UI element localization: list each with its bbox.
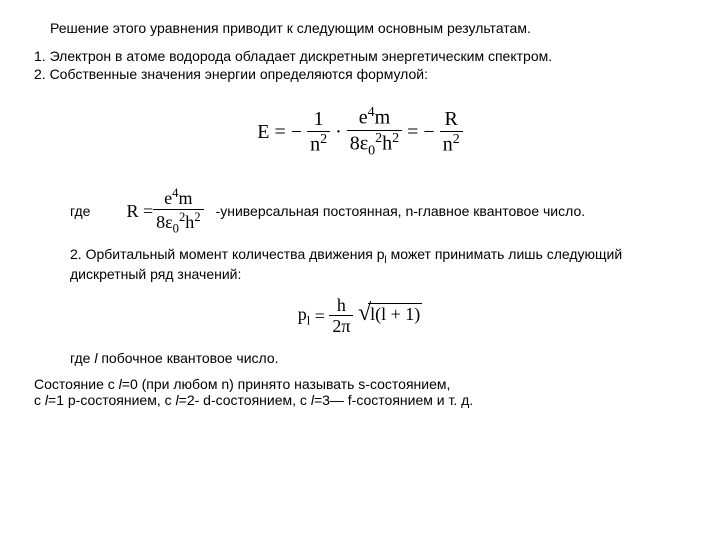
num-h: h [329,296,353,317]
where-l: где l побочное квантовое число. [70,350,690,366]
where2-t2: побочное квантовое число. [97,350,278,366]
R-desc: -универсальная постоянная, n-главное ква… [216,203,586,219]
momentum-formula: pl = h 2π √l(l + 1) [30,296,690,337]
orb-t1: 2. Орбитальный момент количества движени… [70,246,385,262]
eq-1: = − [275,121,308,143]
frac-h-2pi: h 2π [329,296,353,337]
sqrt-sym: √ [358,300,371,326]
den-2pi: 2π [329,316,353,336]
states-paragraph: Состояние с l=0 (при любом n) принято на… [34,376,690,408]
eq-2: = − [407,121,440,143]
sqrt-ll1: √l(l + 1) [358,302,422,329]
document-page: Решение этого уравнения приводит к следу… [0,0,720,418]
eq-3: = [315,305,330,325]
den-R-def: 8ε02h2 [153,210,203,236]
frac-1-over-n2: 1 n2 [307,109,330,156]
point-1: 1. Электрон в атоме водорода обладает ди… [34,48,690,64]
num-R: R [440,109,463,132]
frac-R-over-n2: R n2 [440,109,463,156]
dot-sep: · [335,121,347,143]
num-e4m: e4m [347,106,402,131]
intro-text: Решение этого уравнения приводит к следу… [50,20,690,36]
sym-p: pl [298,304,311,324]
energy-formula: E = − 1 n2 · e4m 8ε02h2 = − R n2 [30,106,690,159]
num-1: 1 [307,109,330,132]
sym-E: E [257,121,269,143]
den-8e0h2: 8ε02h2 [347,131,402,159]
where-label: где [70,203,90,219]
den-n2a: n2 [307,132,330,156]
where2-t1: где [70,350,94,366]
orbital-paragraph: 2. Орбитальный момент количества движени… [70,246,690,282]
where-row: где R = e4m 8ε02h2 -универсальная постоя… [70,187,690,236]
sqrt-arg: l(l + 1) [368,303,422,325]
frac-e4m: e4m 8ε02h2 [347,106,402,159]
den-n2b: n2 [440,132,463,156]
num-R-def: e4m [153,187,203,210]
states-line1: Состояние с l=0 (при любом n) принято на… [34,376,690,392]
frac-R-def: e4m 8ε02h2 [153,187,203,236]
states-line2: с l=1 p-состоянием, с l=2- d-состоянием,… [34,392,690,408]
R-eq: R = [126,201,153,222]
point-2: 2. Собственные значения энергии определя… [34,66,690,82]
